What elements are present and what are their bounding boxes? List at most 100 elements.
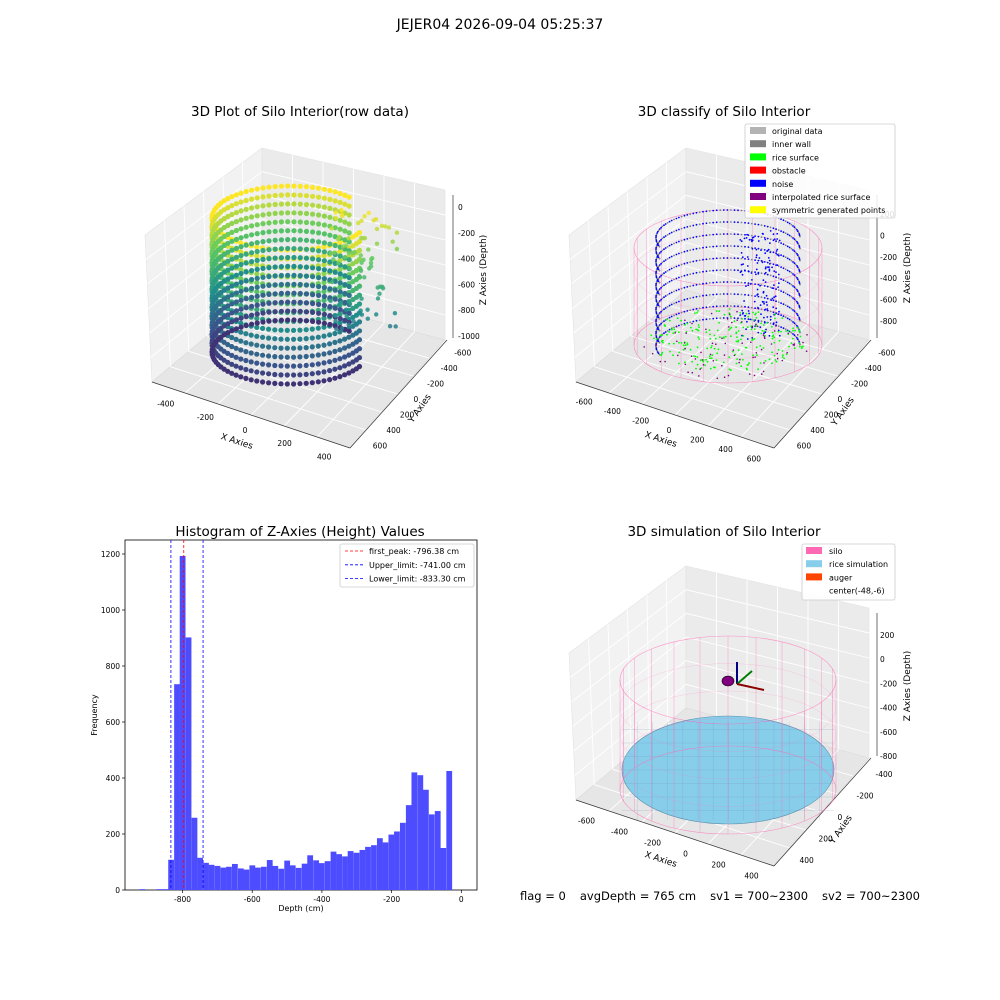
classified-point — [773, 296, 775, 299]
raw-point — [249, 232, 255, 238]
z-tick-label: 0 — [880, 231, 885, 240]
classified-point — [777, 330, 780, 333]
classified-point — [658, 341, 661, 344]
raw-point — [358, 253, 363, 258]
classified-point — [730, 221, 732, 223]
classified-point — [794, 329, 797, 332]
classified-point — [713, 347, 716, 350]
x-tick-label: 0 — [243, 426, 248, 435]
raw-point — [327, 350, 333, 356]
classified-point — [683, 250, 686, 253]
classified-point — [657, 242, 659, 245]
classified-point — [772, 227, 775, 230]
classified-point — [680, 311, 683, 314]
raw-point — [346, 352, 352, 358]
classified-point — [761, 232, 764, 235]
classified-point — [655, 338, 658, 340]
classified-point — [677, 354, 679, 357]
classified-point — [742, 326, 745, 329]
classified-point — [757, 240, 760, 242]
classified-point — [740, 305, 743, 308]
classified-point — [712, 209, 715, 212]
raw-point — [337, 347, 343, 353]
classified-point — [755, 273, 757, 276]
raw-point — [243, 296, 249, 302]
raw-point — [350, 270, 356, 276]
classified-point — [776, 357, 779, 360]
classified-point — [674, 332, 676, 334]
raw-point — [285, 299, 291, 305]
raw-point — [225, 294, 231, 300]
y-tick-label: -600 — [878, 349, 895, 358]
classified-point — [699, 368, 701, 370]
classified-point — [657, 265, 660, 268]
classified-point — [754, 223, 756, 226]
axis-line — [575, 381, 775, 449]
raw-point — [284, 372, 290, 378]
classified-point — [708, 258, 711, 260]
classified-point — [708, 270, 711, 272]
classified-point — [793, 347, 796, 350]
classified-point — [687, 371, 689, 374]
raw-point — [266, 220, 272, 226]
raw-point — [291, 183, 297, 189]
classified-point — [692, 236, 695, 239]
raw-point — [278, 246, 284, 252]
classified-point — [757, 311, 760, 313]
classified-point — [796, 324, 798, 327]
classified-point — [675, 277, 678, 280]
raw-point — [233, 219, 239, 225]
classified-point — [777, 229, 780, 232]
raw-point — [346, 194, 352, 200]
classified-point — [692, 224, 695, 227]
classified-point — [733, 293, 736, 295]
x-tick-label: -600 — [244, 895, 261, 904]
classified-point — [757, 247, 760, 250]
classified-point — [657, 290, 659, 293]
raw-point — [278, 345, 284, 351]
raw-point — [321, 258, 327, 264]
classified-point — [694, 355, 697, 358]
raw-point — [351, 319, 356, 324]
raw-point — [260, 221, 266, 227]
classified-point — [796, 312, 798, 315]
raw-point — [350, 350, 356, 356]
z-tick-label: 0 — [880, 655, 885, 664]
classified-point — [658, 329, 661, 332]
raw-point — [297, 327, 303, 333]
grid-line — [646, 594, 650, 739]
y-tick-label: 200 — [824, 410, 839, 419]
classified-point — [793, 238, 796, 241]
classified-point — [751, 325, 754, 328]
raw-point — [332, 225, 338, 231]
histogram-bar — [197, 857, 203, 890]
raw-point — [254, 360, 260, 366]
raw-point — [233, 308, 239, 314]
classified-point — [695, 319, 698, 322]
raw-point — [303, 202, 310, 208]
raw-point — [248, 359, 254, 365]
raw-point — [291, 336, 297, 342]
raw-point — [297, 246, 303, 252]
classified-point — [658, 281, 661, 284]
classified-point — [696, 346, 699, 349]
legend-label: obstacle — [772, 167, 806, 176]
grid-line — [183, 205, 190, 352]
raw-point — [229, 211, 235, 218]
raw-point — [278, 336, 284, 342]
histogram-bar — [411, 772, 418, 890]
raw-point — [332, 366, 338, 372]
raw-point — [238, 208, 244, 214]
classified-point — [766, 273, 769, 276]
classified-point — [733, 269, 736, 271]
classified-point — [759, 304, 762, 306]
x-tick-label: -200 — [383, 895, 400, 904]
histogram-bar — [388, 834, 395, 890]
classified-point — [661, 225, 664, 228]
classified-point — [740, 338, 742, 341]
classified-point — [678, 288, 680, 291]
classified-point — [796, 338, 799, 341]
classified-point — [763, 261, 766, 263]
classified-point — [715, 257, 718, 260]
raw-point — [310, 309, 316, 315]
